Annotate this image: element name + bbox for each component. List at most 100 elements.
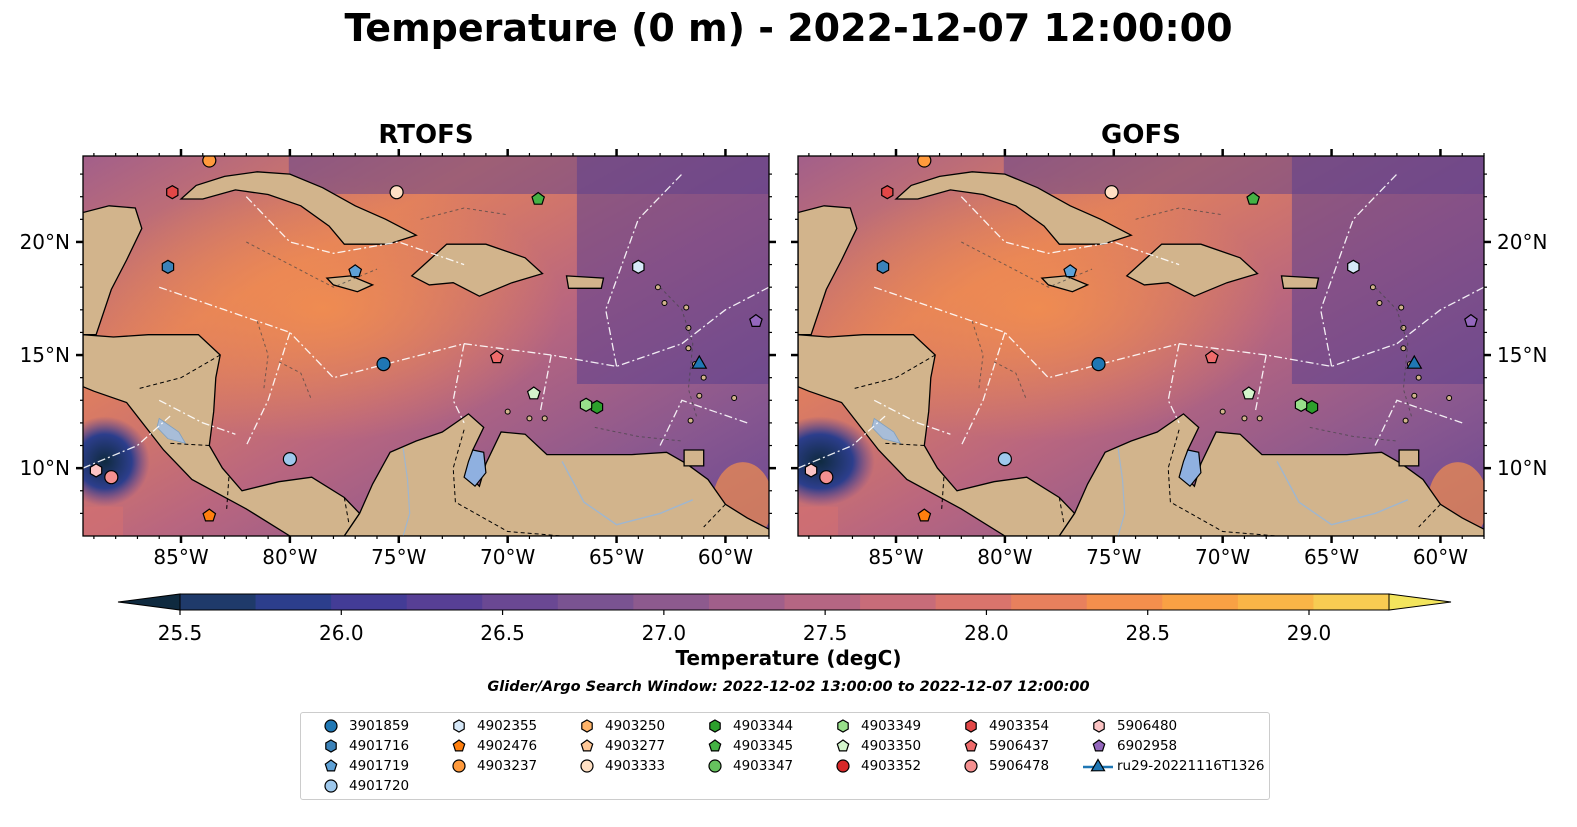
float-3901859	[376, 356, 391, 372]
legend-marker-icon	[580, 739, 594, 752]
lon-tick-label: 75°W	[1086, 545, 1141, 569]
legend-label: 4903344	[733, 718, 794, 734]
float-4903349	[579, 397, 593, 412]
legend-symbol	[1092, 739, 1106, 752]
legend-marker-icon	[708, 759, 722, 773]
lon-tick-label: 60°W	[1413, 545, 1468, 569]
legend-marker-icon	[453, 719, 465, 733]
legend-marker-icon	[1083, 758, 1113, 772]
lon-tick-label: 80°W	[262, 545, 317, 569]
legend-label: 4903345	[733, 738, 794, 754]
legend-symbol	[580, 759, 594, 773]
map-panel-gofs	[791, 149, 1491, 543]
legend-symbol	[709, 719, 721, 733]
legend-marker-icon	[836, 739, 850, 752]
float-5906437	[1204, 350, 1219, 364]
legend-label: 4903354	[989, 718, 1050, 734]
legend-marker-icon	[452, 739, 466, 752]
legend-symbol	[708, 759, 722, 773]
colorbar-label: Temperature (degC)	[675, 646, 902, 670]
float-5906480	[804, 463, 818, 478]
legend-marker-icon	[1093, 719, 1105, 733]
panel-title-rtofs: RTOFS	[378, 120, 474, 150]
float-ru29-20221116T1326	[691, 354, 708, 369]
legend-symbol	[324, 779, 338, 793]
legend-symbol	[708, 739, 722, 752]
float-4903350	[526, 386, 541, 400]
float-4902476	[202, 508, 217, 522]
legend-symbol	[324, 759, 338, 772]
legend-label: 4901719	[349, 758, 410, 774]
legend-label: 5906478	[989, 758, 1050, 774]
legend-marker-icon	[964, 739, 978, 752]
legend-label: 4901720	[349, 778, 410, 794]
lon-tick-label: 80°W	[977, 545, 1032, 569]
legend-symbol	[325, 739, 337, 753]
colorbar-tick-label: 28.5	[1125, 621, 1170, 645]
map-panel-rtofs	[76, 149, 776, 543]
float-4903350	[1241, 386, 1256, 400]
lon-tick-label: 70°W	[1195, 545, 1250, 569]
legend-symbol	[452, 739, 466, 752]
float-3901859	[1091, 356, 1106, 372]
float-5906478	[819, 470, 834, 485]
legend-label: 6902958	[1117, 738, 1178, 754]
legend-label: 4903237	[477, 758, 538, 774]
legend-marker-icon	[452, 759, 466, 773]
lat-tick-label-right: 15°N	[1497, 343, 1547, 367]
legend-marker-icon	[836, 759, 850, 773]
legend-symbol	[581, 719, 593, 733]
legend-marker-icon	[325, 739, 337, 753]
lon-tick-label: 85°W	[153, 545, 208, 569]
float-4901719	[348, 264, 363, 278]
colorbar-tick-label: 26.0	[319, 621, 364, 645]
lat-tick-label-left: 10°N	[20, 456, 70, 480]
float-4903354	[881, 185, 894, 200]
legend-label: 4903347	[733, 758, 794, 774]
float-4901716	[876, 259, 890, 274]
float-4901716	[161, 259, 175, 274]
legend-label: 5906480	[1117, 718, 1178, 734]
float-4902355	[1347, 259, 1360, 274]
float-4903237	[202, 156, 217, 168]
legend-label: 4902355	[477, 718, 538, 734]
lon-tick-label: 65°W	[1304, 545, 1359, 569]
float-5906480	[89, 463, 103, 478]
colorbar: 25.5 26.0 26.5 27.0 27.5 28.0 28.5 29.0	[117, 593, 1452, 645]
lat-tick-label-right: 20°N	[1497, 230, 1547, 254]
float-4903344	[1305, 399, 1319, 415]
legend-symbol	[836, 739, 850, 752]
colorbar-tick-label: 28.0	[964, 621, 1009, 645]
legend-marker-icon	[709, 719, 721, 733]
legend-symbol	[837, 719, 849, 733]
float-4901719	[1063, 264, 1078, 278]
legend-marker-icon	[708, 739, 722, 752]
float-4903237	[917, 156, 932, 168]
legend-marker-icon	[324, 759, 338, 772]
legend-label: 4903352	[861, 758, 922, 774]
search-window-caption: Glider/Argo Search Window: 2022-12-02 13…	[487, 679, 1090, 695]
lat-tick-label-right: 10°N	[1497, 456, 1547, 480]
legend-symbol	[965, 719, 977, 733]
legend-symbol	[453, 719, 465, 733]
legend-marker-icon	[580, 759, 594, 773]
legend: 3901859 4901716 4901719 4901720 4902355 49024…	[300, 712, 1270, 800]
legend-label: 4903333	[605, 758, 666, 774]
legend-symbol	[452, 759, 466, 773]
legend-label: 4903250	[605, 718, 666, 734]
legend-symbol	[1090, 758, 1106, 772]
legend-marker-icon	[1092, 739, 1106, 752]
panel-title-gofs: GOFS	[1101, 120, 1181, 150]
legend-marker-icon	[324, 779, 338, 793]
legend-label: 4903350	[861, 738, 922, 754]
legend-marker-icon	[965, 719, 977, 733]
lon-tick-label: 85°W	[868, 545, 923, 569]
legend-symbol	[324, 719, 338, 733]
legend-label: ru29-20221116T1326	[1117, 758, 1265, 774]
float-4901720	[282, 451, 297, 467]
lat-tick-label-left: 20°N	[20, 230, 70, 254]
float-4903333	[1104, 185, 1119, 200]
legend-label: 4903349	[861, 718, 922, 734]
lon-tick-label: 70°W	[480, 545, 535, 569]
